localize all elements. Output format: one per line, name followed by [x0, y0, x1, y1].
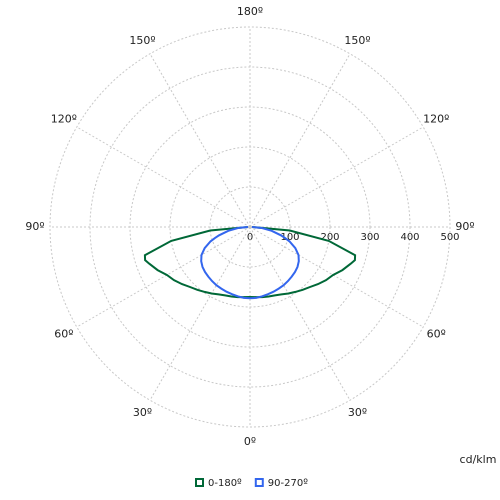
- spoke: [249, 126, 424, 228]
- angle-label: 0º: [244, 435, 256, 448]
- angle-label: 90º: [25, 220, 44, 233]
- legend-marker: [195, 478, 204, 487]
- angle-label: 30º: [348, 406, 367, 419]
- legend-marker: [254, 478, 264, 487]
- angle-label: 150º: [344, 34, 370, 47]
- spoke: [249, 53, 351, 228]
- angle-label: 60º: [427, 328, 446, 341]
- spoke: [76, 126, 251, 228]
- r-tick-label: 500: [440, 232, 459, 243]
- angle-label: 30º: [133, 406, 152, 419]
- series-line: [200, 226, 251, 300]
- spoke: [249, 226, 424, 328]
- r-tick-label: 400: [400, 232, 419, 243]
- axis-label: cd/klm: [460, 453, 497, 466]
- r-tick-label: 100: [280, 232, 299, 243]
- spoke: [149, 53, 251, 228]
- angle-label: 60º: [54, 328, 73, 341]
- spoke: [249, 226, 351, 401]
- angle-label: 150º: [129, 34, 155, 47]
- grid-circle: [49, 26, 451, 428]
- series-line: [249, 226, 357, 299]
- angle-label: 120º: [51, 113, 77, 126]
- spoke: [149, 226, 251, 401]
- series-line: [249, 226, 300, 300]
- angle-label: 90º: [455, 220, 474, 233]
- spoke: [76, 226, 251, 328]
- angle-label: 120º: [423, 113, 449, 126]
- angle-label: 180º: [237, 5, 263, 18]
- legend-label: 0-180º: [208, 478, 242, 489]
- r-tick-label: 0: [247, 232, 253, 243]
- r-tick-label: 300: [360, 232, 379, 243]
- series-line: [143, 226, 251, 299]
- legend-label: 90-270º: [268, 478, 308, 489]
- r-tick-label: 200: [320, 232, 339, 243]
